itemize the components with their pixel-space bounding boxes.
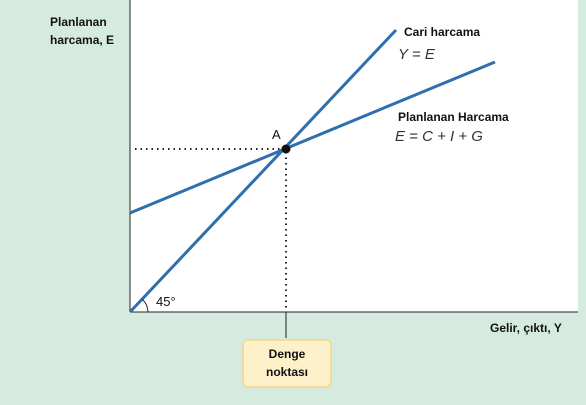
angle-arc — [141, 298, 149, 313]
y-axis-label: harcama, E — [50, 33, 114, 47]
point-label: A — [272, 127, 281, 142]
x-axis-label: Gelir, çıktı, Y — [490, 321, 562, 335]
line-name: Planlanan Harcama — [398, 110, 509, 124]
y-axis-label: Planlanan — [50, 15, 107, 29]
callout-text: Denge — [269, 347, 306, 361]
callout-box — [242, 339, 332, 388]
plot-area — [130, 0, 578, 312]
line-equation: E = C + I + G — [395, 128, 483, 145]
line-45 — [128, 28, 398, 314]
line-name: Cari harcama — [404, 25, 480, 39]
line-equation: Y = E — [398, 46, 436, 63]
angle-label: 45° — [156, 294, 176, 309]
equilibrium-point — [281, 144, 291, 154]
callout-text: noktası — [266, 365, 308, 379]
line-planned — [129, 60, 496, 215]
